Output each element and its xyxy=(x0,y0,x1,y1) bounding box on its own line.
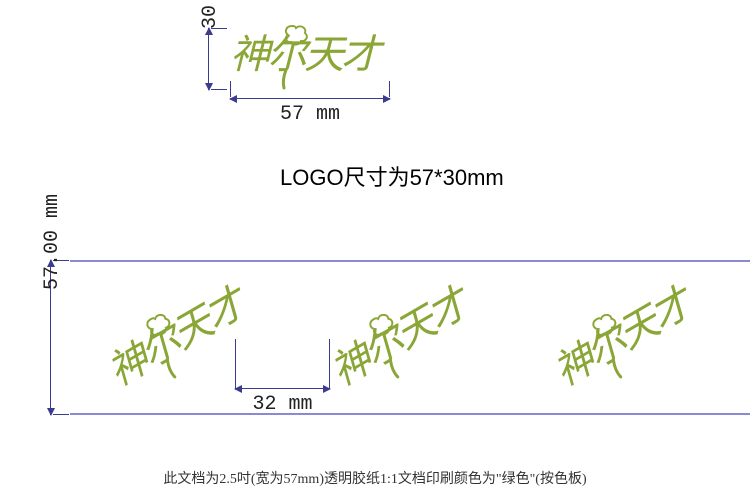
dim-height-label: 30 mm xyxy=(199,0,222,29)
dim-tape-height: 57.00 mm xyxy=(50,260,51,415)
brand-logo-icon xyxy=(540,265,714,406)
dim-spacing-label: 32 mm xyxy=(252,393,312,416)
dim-width: 57 mm xyxy=(230,98,390,99)
tape-logo-row xyxy=(70,260,740,415)
brand-logo-icon xyxy=(317,265,491,406)
dim-height: 30 mm xyxy=(208,28,209,90)
spec-caption: LOGO尺寸为57*30mm xyxy=(280,160,504,192)
dim-spacing: 32 mm xyxy=(235,388,330,389)
tape-logo-instance xyxy=(317,265,493,410)
tape-strip: 57.00 mm 32 mm xyxy=(40,260,740,415)
dim-tape-height-label: 57.00 mm xyxy=(41,193,64,289)
footer-caption: 此文档为2.5吋(宽为57mm)透明胶纸1:1文档印刷颜色为"绿色"(按色板) xyxy=(0,468,750,488)
logo-spec-block: 57 mm 30 mm xyxy=(230,20,510,120)
dim-width-label: 57 mm xyxy=(280,103,340,126)
tape-logo-instance xyxy=(540,265,716,410)
brand-logo xyxy=(230,20,390,90)
